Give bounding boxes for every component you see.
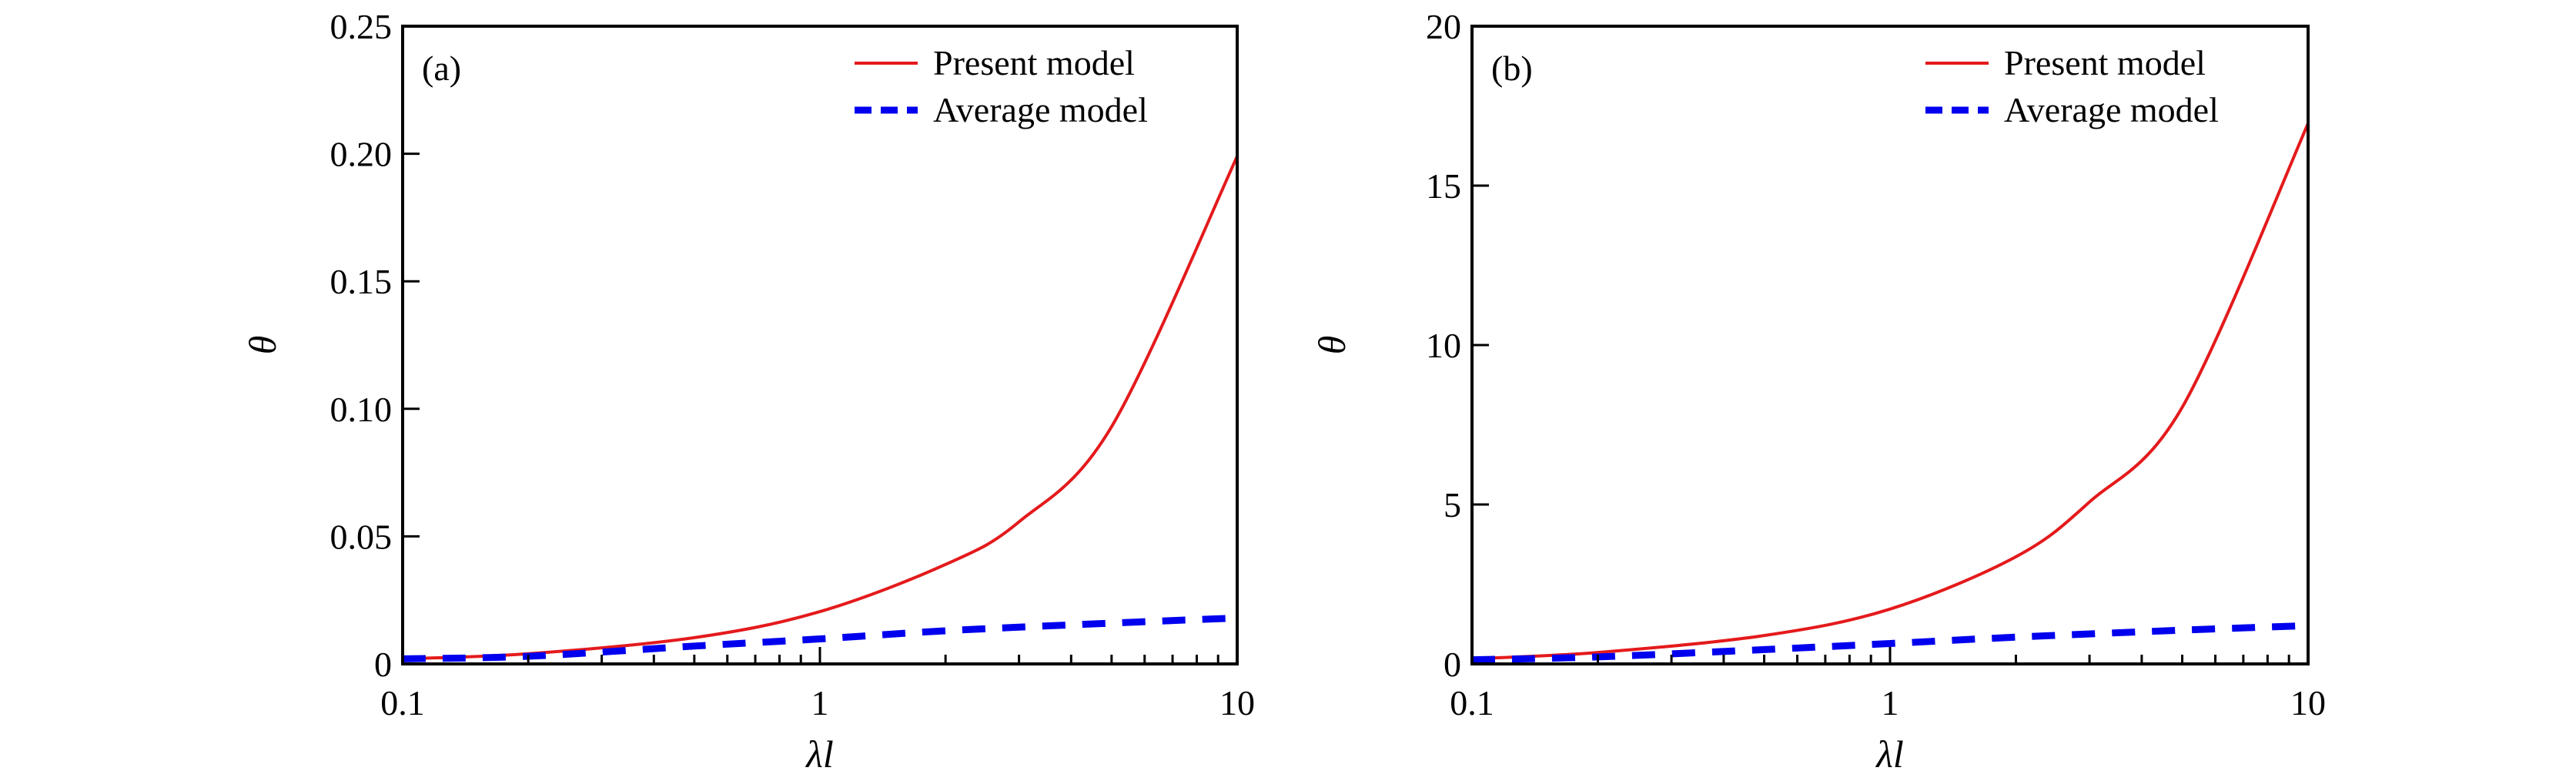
y-tick-label: 15 [1426,166,1461,206]
legend-label: Average model [2004,90,2219,129]
x-axis-label: λl [805,732,834,776]
legend-label: Present model [933,43,1135,82]
y-tick-label: 0 [1444,645,1461,684]
y-tick-label: 0.15 [330,262,393,301]
panel-label: (b) [1491,49,1533,88]
legend: Present model Average model [855,43,1148,129]
x-tick-label: 0.1 [1450,683,1494,722]
x-tick-label: 0.1 [380,683,425,722]
series-line-present-model [402,156,1239,661]
y-tick-label: 20 [1426,7,1461,46]
x-tick-label: 1 [811,683,829,722]
y-tick-label: 0.10 [330,390,393,429]
y-tick-label: 0.20 [330,135,393,174]
y-tick-label: 0.05 [330,517,393,556]
x-axis-label: λl [1875,732,1904,776]
panel-label: (a) [422,49,461,88]
legend: Present model Average model [1925,43,2219,129]
panel-b: 0.1 1 10 0 5 10 15 20 λl θ (b) Present model Average… [1310,7,2326,776]
legend-label: Present model [2004,43,2206,82]
x-tick-label: 10 [2290,683,2326,722]
y-tick-label: 0 [374,645,392,684]
panel-a: 0.1 1 10 0 0.05 0.10 0.15 0.20 0.25 λl θ (a) Present… [241,7,1255,776]
x-tick-label: 10 [1219,683,1255,722]
y-axis-label: θ [241,336,284,355]
series-line-present-model [1471,122,2310,661]
y-tick-label: 0.25 [330,7,393,46]
y-tick-label: 10 [1426,326,1461,365]
y-axis-label: θ [1310,336,1353,355]
legend-label: Average model [933,90,1148,129]
y-tick-label: 5 [1444,485,1461,525]
x-tick-label: 1 [1882,683,1899,722]
